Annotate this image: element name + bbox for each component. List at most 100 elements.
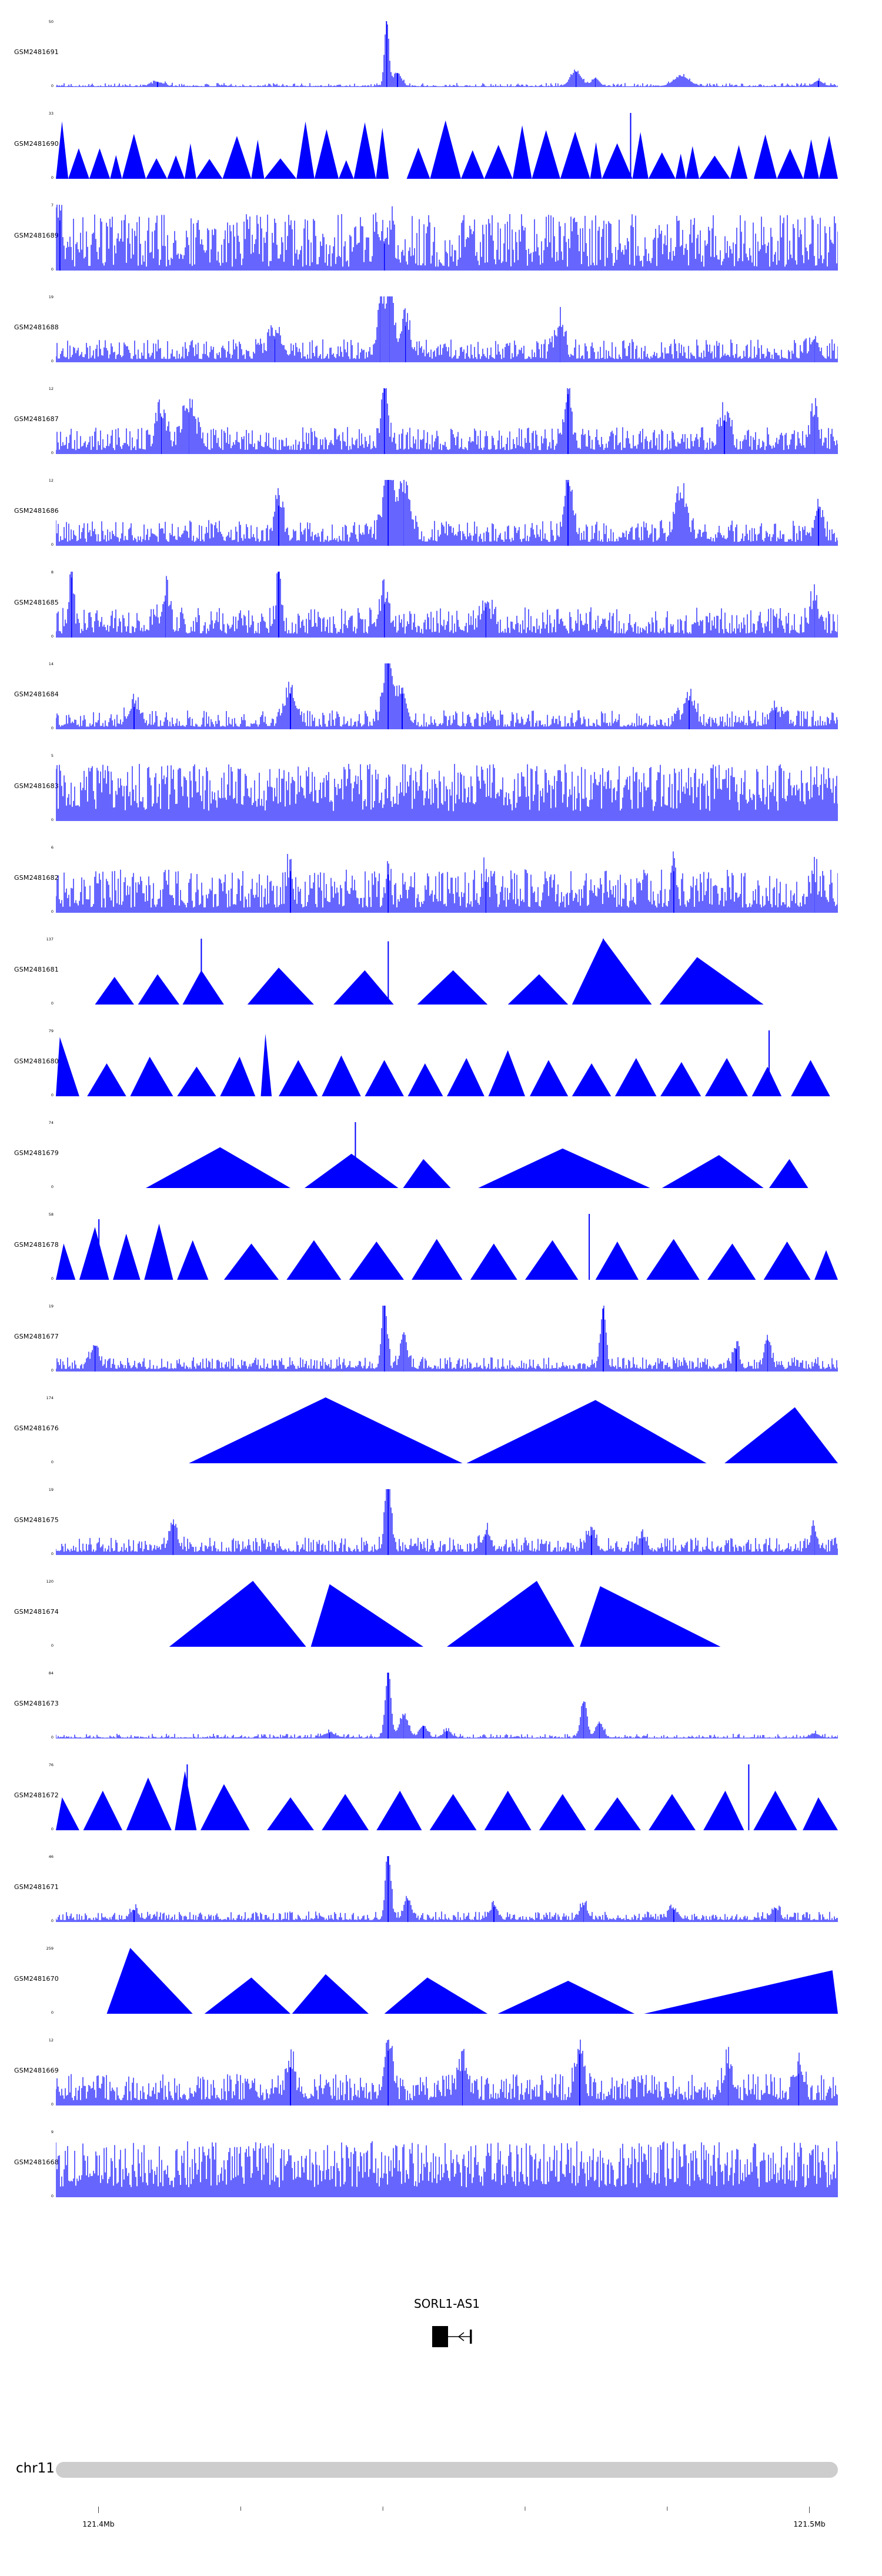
track-ymax: 12 [48, 386, 54, 391]
genome-axis: 121.4Mb 121.5Mb [82, 2507, 826, 2528]
track-plot: 50 0 [49, 20, 838, 88]
track-signal [56, 113, 838, 179]
track-label: GSM2481675 [14, 1516, 59, 1524]
track-label: GSM2481669 [14, 2067, 59, 2074]
track-ymax: 76 [48, 1763, 54, 1767]
track-ymax: 137 [46, 937, 54, 942]
track-label: GSM2481670 [14, 1975, 59, 1983]
track-ymin: 0 [51, 2102, 54, 2107]
track-row: GSM2481681 137 0 [0, 935, 882, 1027]
signal-peaks [56, 1223, 838, 1280]
track-plot: 19 0 [49, 295, 838, 363]
track-ymin: 0 [51, 1184, 54, 1189]
track-signal [56, 1214, 838, 1280]
track-label: GSM2481668 [14, 2158, 59, 2166]
track-row: GSM2481685 8 0 [0, 568, 882, 660]
signal-peaks [56, 1033, 830, 1096]
track-label: GSM2481690 [14, 140, 59, 148]
track-signal [56, 851, 838, 913]
track-plot: 79 0 [49, 1029, 838, 1097]
signal-spikes [56, 205, 838, 271]
track-ymax: 79 [48, 1029, 54, 1033]
track-plot: 76 0 [49, 1763, 838, 1831]
gene-name: SORL1-AS1 [413, 2297, 480, 2311]
track-ymax: 6 [51, 845, 54, 850]
track-row: GSM2481677 19 0 [0, 1302, 882, 1394]
track-ymin: 0 [51, 359, 54, 363]
track-row: GSM2481684 14 0 [0, 660, 882, 752]
track-ymax: 19 [48, 1304, 54, 1309]
track-ymax: 120 [46, 1579, 54, 1584]
track-label: GSM2481679 [14, 1149, 59, 1157]
track-plot: 12 0 [49, 387, 838, 455]
track-ymax: 84 [48, 1671, 54, 1676]
track-signal [56, 1306, 838, 1372]
gene-exon-bar [470, 2330, 472, 2344]
gene-track: SORL1-AS1 [56, 2297, 838, 2373]
track-ymax: 46 [48, 1854, 54, 1859]
track-row: GSM2481678 58 0 [0, 1210, 882, 1302]
track-plot: 84 0 [49, 1671, 838, 1740]
track-signal [106, 1948, 838, 2014]
track-signal [189, 1397, 838, 1463]
track-signal [56, 1030, 830, 1096]
track-plot: 14 0 [49, 662, 838, 730]
axis-tick-label: 121.4Mb [82, 2520, 115, 2528]
track-plot: 33 0 [49, 112, 838, 180]
signal-spikes [56, 572, 838, 638]
track-signal [56, 763, 838, 821]
track-row: GSM2481672 76 0 [0, 1761, 882, 1853]
track-ymax: 14 [48, 662, 54, 666]
signal-spikes [56, 851, 838, 913]
track-plot: 259 0 [46, 1947, 838, 2015]
track-label: GSM2481677 [14, 1333, 59, 1340]
signal-peaks [169, 1581, 721, 1647]
gene-strand-arrow [457, 2332, 465, 2341]
track-signal [56, 663, 838, 729]
track-label: GSM2481676 [14, 1424, 59, 1432]
track-label: GSM2481687 [14, 415, 59, 423]
signal-spikes [56, 480, 838, 546]
track-ymin: 0 [51, 175, 54, 180]
track-label: GSM2481686 [14, 507, 59, 515]
track-signal [56, 1764, 838, 1830]
track-ymin: 0 [51, 1918, 54, 1923]
signal-spikes [56, 21, 838, 87]
track-ymax: 7 [51, 203, 54, 208]
track-plot: 137 0 [46, 937, 838, 1006]
track-ymin: 0 [51, 2194, 54, 2198]
track-ymin: 0 [51, 726, 54, 730]
track-ymin: 0 [51, 542, 54, 547]
track-ymax: 9 [51, 2130, 54, 2134]
signal-peaks [106, 1948, 838, 2014]
track-ymin: 0 [51, 909, 54, 914]
signal-spikes [56, 1489, 838, 1555]
track-row: GSM2481671 46 0 [0, 1853, 882, 1944]
track-ymax: 33 [48, 111, 54, 116]
track-row: GSM2481690 33 0 [0, 109, 882, 201]
signal-spikes [56, 763, 838, 821]
signal-peaks [189, 1397, 838, 1463]
track-label: GSM2481681 [14, 966, 59, 973]
track-ymax: 174 [46, 1396, 54, 1400]
track-plot: 74 0 [49, 1121, 838, 1189]
track-signal [56, 205, 838, 271]
track-plot: 174 0 [46, 1396, 838, 1464]
tracks: GSM2481691 50 0 GSM2481690 33 0 GSM2481689 7 0 GS… [0, 18, 882, 2220]
signal-spikes [56, 1306, 838, 1372]
track-ymax: 12 [48, 2038, 54, 2043]
track-label: GSM2481674 [14, 1608, 59, 1616]
track-ymax: 74 [48, 1120, 54, 1125]
track-ymax: 19 [48, 295, 54, 299]
track-ymin: 0 [51, 1093, 54, 1097]
track-signal [56, 296, 838, 362]
track-label: GSM2481683 [14, 782, 59, 790]
track-signal [56, 1856, 838, 1922]
track-signal [56, 388, 838, 454]
signal-spikes [56, 1856, 838, 1922]
track-signal [56, 1489, 838, 1555]
track-ymin: 0 [51, 267, 54, 272]
track-ymin: 0 [51, 1827, 54, 1831]
track-plot: 58 0 [49, 1213, 838, 1281]
